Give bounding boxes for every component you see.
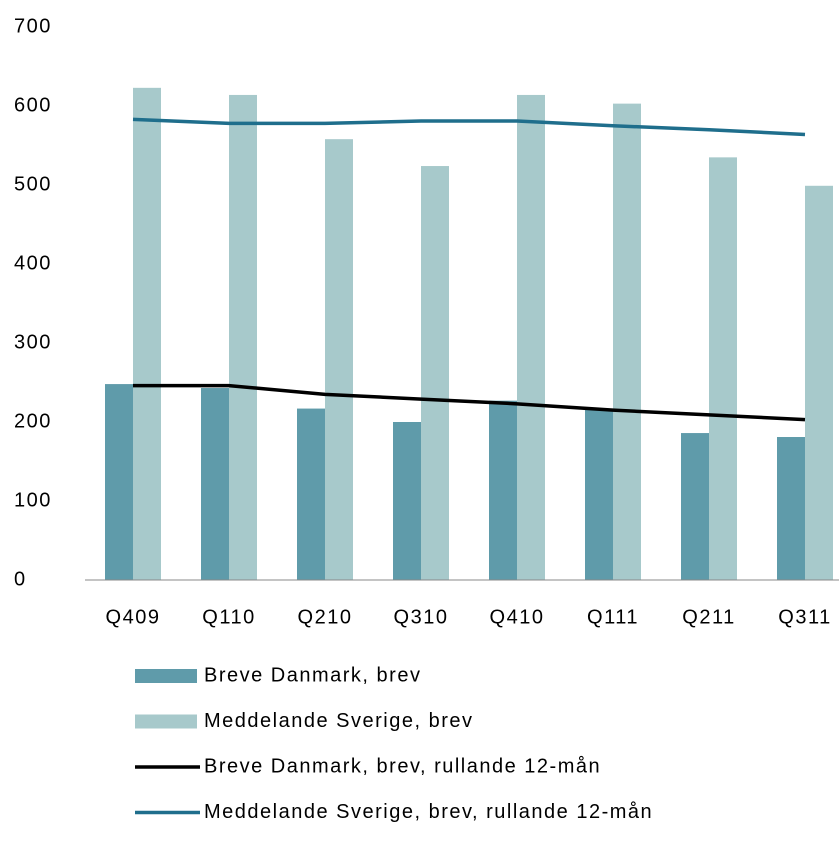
x-tick-label: Q210 xyxy=(298,606,353,628)
legend-label: Breve Danmark, brev, rullande 12-mån xyxy=(204,755,601,777)
bar xyxy=(489,400,517,580)
legend-label: Meddelande Sverige, brev xyxy=(204,710,473,732)
bar xyxy=(709,157,737,580)
bar xyxy=(681,433,709,580)
bar xyxy=(421,166,449,581)
bar xyxy=(517,94,545,580)
bar xyxy=(297,408,325,580)
bar xyxy=(613,103,641,580)
bar xyxy=(201,388,229,580)
bar xyxy=(133,87,161,580)
bar xyxy=(777,437,805,580)
x-tick-label: Q111 xyxy=(587,606,639,628)
legend-label: Meddelande Sverige, brev, rullande 12-må… xyxy=(204,801,653,823)
legend-swatch xyxy=(135,714,197,729)
bar xyxy=(805,185,833,581)
bar xyxy=(325,139,353,580)
x-tick-label: Q110 xyxy=(202,606,255,628)
y-tick-label: 200 xyxy=(14,410,52,432)
line-series xyxy=(133,383,806,422)
x-tick-label: Q311 xyxy=(778,606,831,628)
bar xyxy=(229,94,257,580)
y-tick-label: 300 xyxy=(14,331,52,353)
x-tick-label: Q211 xyxy=(682,606,735,628)
y-tick-label: 600 xyxy=(14,94,52,116)
legend-swatch xyxy=(135,669,197,683)
x-tick-label: Q409 xyxy=(106,606,161,628)
bar xyxy=(105,384,133,580)
x-tick-label: Q310 xyxy=(394,606,449,628)
y-tick-label: 500 xyxy=(14,173,52,195)
x-tick-label: Q410 xyxy=(490,606,545,628)
bar xyxy=(393,422,421,580)
y-tick-label: 400 xyxy=(14,252,52,274)
y-tick-label: 100 xyxy=(14,489,52,511)
line-series xyxy=(132,117,806,137)
y-tick-label: 0 xyxy=(14,568,27,590)
bar xyxy=(585,408,613,580)
y-tick-label: 700 xyxy=(14,15,52,37)
legend-label: Breve Danmark, brev xyxy=(204,664,421,686)
